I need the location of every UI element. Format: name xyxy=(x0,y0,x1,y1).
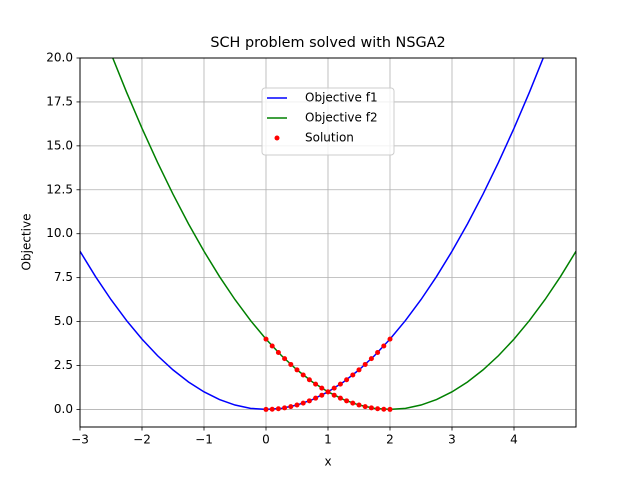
solution-point xyxy=(275,349,281,355)
solution-point xyxy=(387,406,393,412)
solution-point xyxy=(306,377,312,383)
plot-area xyxy=(80,58,576,412)
solution-point xyxy=(325,389,331,395)
solution-point xyxy=(344,377,350,383)
solution-point xyxy=(263,406,269,412)
solution-point xyxy=(331,392,337,398)
legend-label: Objective f1 xyxy=(305,91,378,105)
solution-point xyxy=(362,361,368,367)
solution-point xyxy=(337,395,343,401)
x-tick-label: 0 xyxy=(262,433,270,447)
y-tick-label: 17.5 xyxy=(46,94,73,108)
solution-point xyxy=(368,405,374,411)
legend-box xyxy=(261,87,395,156)
solution-point xyxy=(313,395,319,401)
x-tick-label: 1 xyxy=(324,433,332,447)
solution-point xyxy=(282,356,288,362)
solution-point xyxy=(288,404,294,410)
y-tick-label: 12.5 xyxy=(46,182,73,196)
solution-point xyxy=(294,402,300,408)
solution-point xyxy=(300,400,306,406)
solution-point xyxy=(381,406,387,412)
solution-point xyxy=(269,406,275,412)
y-axis-label: Objective xyxy=(20,214,34,271)
solution-point xyxy=(313,381,319,387)
solution-point xyxy=(375,349,381,355)
chart-title: SCH problem solved with NSGA2 xyxy=(210,35,445,51)
legend: Objective f1 Objective f2 Solution xyxy=(261,87,395,156)
solution-point xyxy=(269,343,275,349)
solution-point xyxy=(337,381,343,387)
solution-point xyxy=(356,402,362,408)
solution-point xyxy=(319,392,325,398)
y-tick-label: 0.0 xyxy=(54,402,73,416)
solution-point xyxy=(350,400,356,406)
legend-label: Solution xyxy=(305,131,354,145)
solution-point xyxy=(319,385,325,391)
y-tick-label: 15.0 xyxy=(46,138,73,152)
solution-point xyxy=(282,405,288,411)
y-tick-label: 20.0 xyxy=(46,51,73,65)
solution-point xyxy=(288,361,294,367)
legend-label: Objective f2 xyxy=(305,111,378,125)
solution-point xyxy=(294,367,300,373)
y-tick-label: 10.0 xyxy=(46,226,73,240)
solution-point xyxy=(356,367,362,373)
x-tick-label: −2 xyxy=(133,433,151,447)
x-tick-label: 4 xyxy=(510,433,518,447)
y-tick-label: 5.0 xyxy=(54,314,73,328)
y-tick-label: 7.5 xyxy=(54,270,73,284)
solution-point xyxy=(375,406,381,412)
solution-point xyxy=(368,356,374,362)
solution-point xyxy=(362,404,368,410)
solution-point xyxy=(263,336,269,342)
x-tick-label: 3 xyxy=(448,433,456,447)
legend-swatch xyxy=(274,135,280,141)
solution-point xyxy=(306,398,312,404)
solution-point xyxy=(300,372,306,378)
solution-point xyxy=(275,406,281,412)
solution-point xyxy=(387,336,393,342)
x-tick-label: −3 xyxy=(71,433,89,447)
solution-point xyxy=(381,343,387,349)
x-tick-label: −1 xyxy=(195,433,213,447)
solution-point xyxy=(344,398,350,404)
x-axis-label: x xyxy=(324,455,331,469)
solution-point xyxy=(331,385,337,391)
solution-point xyxy=(350,372,356,378)
y-tick-label: 2.5 xyxy=(54,358,73,372)
x-tick-label: 2 xyxy=(386,433,394,447)
